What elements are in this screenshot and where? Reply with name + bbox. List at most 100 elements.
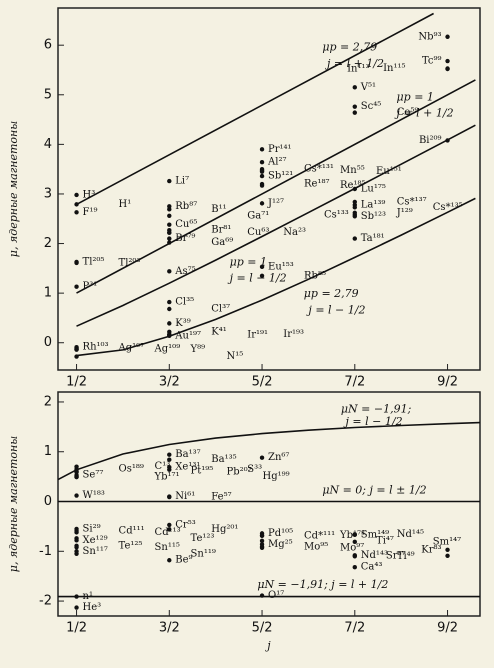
point-label: Tl²⁰³ bbox=[119, 257, 141, 268]
plot-frame bbox=[57, 391, 481, 617]
data-point bbox=[74, 605, 79, 610]
point-label: Fe⁵⁷ bbox=[211, 492, 231, 503]
y-axis-label: μ, ядерные магнетоны bbox=[7, 436, 20, 572]
point-label: Si²⁹ bbox=[83, 523, 101, 534]
point-label: Sm¹⁴⁷ bbox=[433, 536, 461, 547]
point-label: Sc⁴⁵ bbox=[361, 101, 381, 112]
data-point bbox=[167, 230, 172, 235]
point-label: Xe¹²⁹ bbox=[83, 535, 108, 546]
data-point bbox=[74, 464, 79, 469]
data-point bbox=[74, 347, 79, 352]
point-label: Ti⁴⁹ bbox=[397, 551, 415, 562]
point-label: Mn⁵⁵ bbox=[340, 165, 365, 176]
point-label: B¹¹ bbox=[211, 204, 226, 215]
data-point bbox=[259, 169, 265, 174]
data-point bbox=[445, 553, 450, 558]
data-point bbox=[352, 199, 357, 205]
point-label: Ta¹⁸¹ bbox=[361, 233, 385, 244]
x-axis-label: j bbox=[264, 639, 271, 652]
y-tick-label: 0 bbox=[44, 494, 52, 509]
data-point bbox=[352, 205, 357, 210]
x-tick-label: 5/2 bbox=[252, 621, 273, 636]
point-label: Ga⁷¹ bbox=[247, 210, 269, 221]
point-label: S³³ bbox=[247, 464, 262, 475]
data-point bbox=[167, 527, 172, 532]
y-tick-label: 5 bbox=[44, 87, 52, 102]
data-point bbox=[167, 222, 172, 227]
data-point bbox=[74, 260, 79, 266]
data-point bbox=[74, 210, 79, 215]
y-tick-label: 2 bbox=[44, 236, 52, 251]
data-point bbox=[352, 214, 357, 219]
schmidt-line bbox=[76, 12, 434, 206]
point-label: Cd¹¹¹ bbox=[119, 525, 145, 536]
point-label: Al²⁷ bbox=[267, 157, 286, 168]
data-point bbox=[167, 269, 172, 274]
point-label: Lu¹⁷⁵ bbox=[361, 184, 386, 195]
y-tick-label: 0 bbox=[44, 335, 52, 350]
point-label: Rb⁸⁵ bbox=[304, 270, 326, 281]
data-point bbox=[167, 452, 172, 457]
annotation: j = l − 1/2 bbox=[343, 415, 403, 428]
point-label: He³ bbox=[83, 602, 102, 613]
annotation: μN = −1,91; j = l + 1/2 bbox=[257, 578, 388, 591]
point-label: Ca⁴³ bbox=[361, 562, 383, 573]
y-tick-label: 2 bbox=[44, 394, 52, 409]
schmidt-line bbox=[76, 79, 476, 294]
annotation: μp = 2,79 bbox=[322, 41, 377, 54]
x-tick-label: 3/2 bbox=[159, 375, 180, 390]
data-point bbox=[74, 192, 79, 198]
point-label: Sn¹¹⁷ bbox=[83, 546, 108, 557]
data-point bbox=[167, 299, 172, 305]
data-point bbox=[259, 538, 265, 544]
point-label: Pb²⁰⁷ bbox=[227, 467, 252, 478]
schmidt-line bbox=[57, 421, 481, 481]
x-tick-label: 7/2 bbox=[344, 621, 365, 636]
point-label: H³ bbox=[83, 189, 96, 200]
x-tick-label: 5/2 bbox=[252, 375, 273, 390]
point-label: Cd¹¹³ bbox=[155, 527, 181, 538]
point-label: Cs¹³³ bbox=[324, 209, 349, 220]
data-point bbox=[352, 565, 357, 570]
data-point bbox=[352, 554, 357, 559]
data-point bbox=[74, 474, 79, 480]
data-point bbox=[74, 354, 79, 359]
data-point bbox=[259, 533, 265, 538]
data-point bbox=[259, 147, 265, 152]
point-label: Eu¹⁵¹ bbox=[376, 166, 402, 177]
y-tick-label: -1 bbox=[39, 544, 52, 559]
point-label: Yb¹⁷¹ bbox=[154, 472, 180, 483]
point-label: Pr¹⁴¹ bbox=[268, 144, 292, 155]
x-tick-label: 7/2 bbox=[344, 375, 365, 390]
point-label: Te¹²⁵ bbox=[119, 540, 143, 551]
y-axis-label: μ, ядерные магнетоны bbox=[7, 121, 20, 257]
point-label: Yb¹⁷³ bbox=[339, 530, 365, 541]
data-point bbox=[445, 138, 450, 143]
point-label: n¹ bbox=[83, 591, 93, 602]
point-label: Cu⁶³ bbox=[247, 227, 269, 238]
point-label: Eu¹⁵³ bbox=[268, 261, 294, 272]
point-label: Rb⁸⁷ bbox=[175, 201, 197, 212]
data-point bbox=[259, 264, 265, 270]
y-tick-label: 4 bbox=[44, 137, 52, 152]
data-point bbox=[74, 594, 79, 599]
point-label: C¹³ bbox=[155, 461, 171, 472]
point-label: Nd¹⁴³ bbox=[361, 550, 388, 561]
data-point bbox=[352, 186, 357, 192]
point-label: Xe¹³¹ bbox=[175, 462, 200, 473]
schmidt-line bbox=[76, 124, 476, 327]
data-point bbox=[167, 332, 172, 337]
plot-frame bbox=[57, 7, 481, 371]
y-tick-label: 6 bbox=[44, 38, 52, 53]
data-point bbox=[167, 240, 172, 245]
point-label: Br⁷⁹ bbox=[175, 233, 195, 244]
point-label: Ag¹⁰⁷ bbox=[118, 343, 145, 354]
point-label: Ba¹³⁷ bbox=[175, 449, 200, 460]
data-point bbox=[74, 538, 79, 543]
data-point bbox=[167, 558, 172, 563]
point-label: Be⁹ bbox=[175, 555, 192, 566]
point-label: Na²³ bbox=[283, 227, 306, 238]
point-label: Nb⁹³ bbox=[418, 31, 441, 42]
